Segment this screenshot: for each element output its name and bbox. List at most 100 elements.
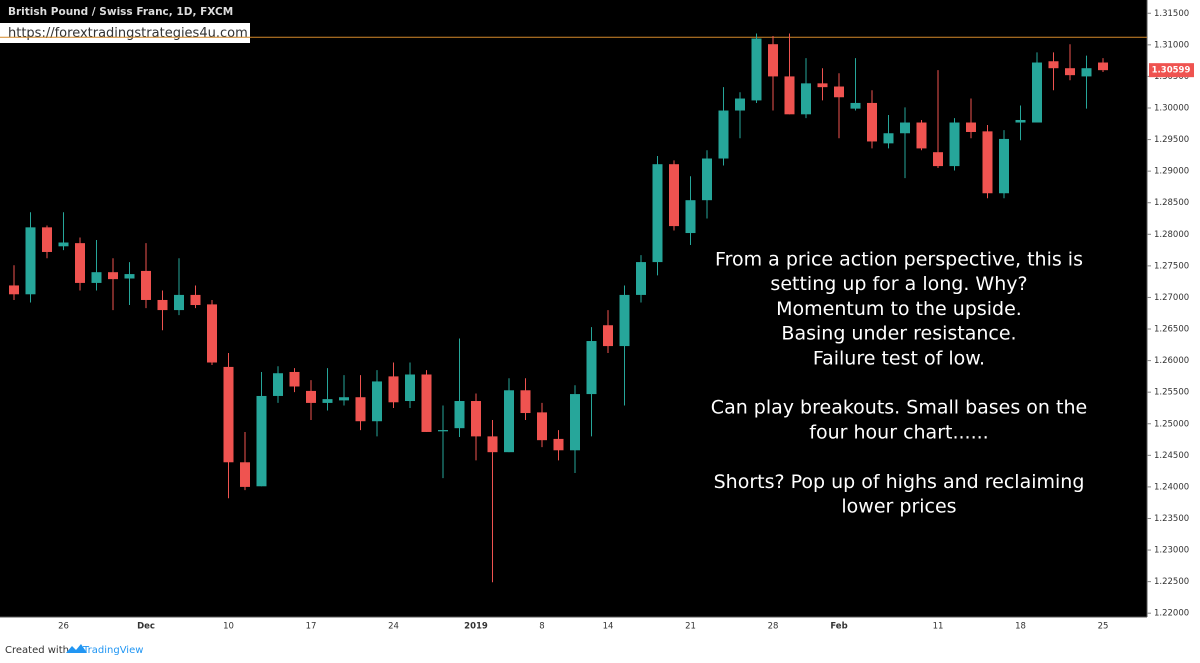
y-tick-label: 1.29500 [1154,135,1189,145]
candle-body [999,138,1009,194]
candle-body [9,285,19,295]
candle-body [669,164,679,227]
annotation-text: From a price action perspective, this is [715,249,1083,271]
annotation-text: Failure test of low. [813,347,985,369]
x-tick-label: 28 [768,622,779,632]
footer-logo [66,644,87,653]
annotation-text: Shorts? Pop up of highs and reclaiming [714,471,1085,493]
annotation-text: Can play breakouts. Small bases on the [711,397,1087,419]
candle-body [768,44,778,77]
candle-body [883,133,894,144]
candle-body [801,83,811,115]
candle-body [124,274,135,279]
candle-body [487,436,498,453]
candle-body [1015,119,1026,123]
y-tick-label: 1.22000 [1154,609,1189,619]
annotation-text: lower prices [841,496,956,518]
y-tick-label: 1.25000 [1154,419,1189,429]
x-tick-label: 14 [603,622,614,632]
candle-body [916,122,927,149]
x-tick-label: 2019 [464,622,488,632]
x-tick-label: 17 [306,622,317,632]
x-tick-label: 10 [223,622,234,632]
candle-body [982,131,993,194]
x-tick-label: 11 [933,622,944,632]
candle-body [504,390,514,453]
candle-body [108,272,118,280]
candle-body [520,390,531,414]
candle-body [850,102,861,109]
candle-body [289,371,300,387]
candle-body [141,270,151,300]
annotation-text: Basing under resistance. [781,323,1016,345]
candle-body [438,430,448,432]
candle-body [1048,61,1059,69]
annotation-text: setting up for a long. Why? [770,273,1027,295]
y-tick-label: 1.30000 [1154,103,1189,113]
candle-body [537,412,547,441]
x-tick-label: Dec [137,622,155,632]
candle-body [388,376,399,403]
footer-brand[interactable]: TradingView [82,645,143,656]
candle-body [190,294,201,306]
y-tick-label: 1.27500 [1154,261,1189,271]
y-tick-label: 1.23500 [1154,514,1189,524]
chart-title: British Pound / Swiss Franc, 1D, FXCM [8,6,233,18]
candle-body [58,242,69,247]
x-tick-label: 8 [539,622,544,632]
y-tick-label: 1.26500 [1154,325,1189,335]
x-tick-label: 18 [1015,622,1026,632]
candle-body [1032,62,1042,123]
candle-body [75,243,85,283]
y-tick-label: 1.28000 [1154,230,1189,240]
candle-body [817,83,828,88]
y-tick-label: 1.26000 [1154,356,1189,366]
annotation-text: Momentum to the upside. [776,298,1022,320]
y-tick-label: 1.31500 [1154,9,1189,19]
candle-body [91,272,102,283]
candle-body [1065,68,1075,76]
y-tick-label: 1.28500 [1154,198,1189,208]
candle-body [735,98,745,111]
candle-body [751,38,762,101]
candle-body [1098,62,1108,71]
candle-body [273,373,283,396]
candle-body [372,381,382,422]
candle-body [685,200,696,234]
candle-body [784,76,795,115]
candle-body [339,397,349,401]
y-tick-label: 1.27000 [1154,293,1189,303]
candle-body [157,299,168,311]
candle-body [900,122,910,134]
footer: Created with TradingView [5,644,143,656]
candle-body [867,102,877,142]
candle-body [471,401,481,437]
y-tick-label: 1.25500 [1154,388,1189,398]
candle-body [223,366,234,463]
plot-background [0,0,1147,617]
candle-body [306,390,316,403]
last-price-box [1149,63,1194,78]
candle-body [322,399,333,403]
candle-body [174,294,184,311]
y-tick-label: 1.24000 [1154,482,1189,492]
candle-body [553,438,564,451]
x-tick-label: 21 [685,622,696,632]
candle-body [42,227,52,252]
y-tick-label: 1.31000 [1154,40,1189,50]
candle-body [207,304,217,363]
candle-body [966,122,976,132]
candle-body [454,401,465,429]
candle-body [405,374,415,402]
candle-body [240,462,250,487]
candle-body [421,374,432,432]
price-axis [1147,0,1200,663]
candle-body [603,325,613,347]
candle-body [1081,68,1092,77]
footer-text: Created with [5,645,69,656]
x-tick-label: 24 [388,622,399,632]
candle-body [702,158,712,201]
candle-body [25,227,36,295]
annotation-text: four hour chart...... [809,421,988,443]
candle-body [355,397,366,422]
